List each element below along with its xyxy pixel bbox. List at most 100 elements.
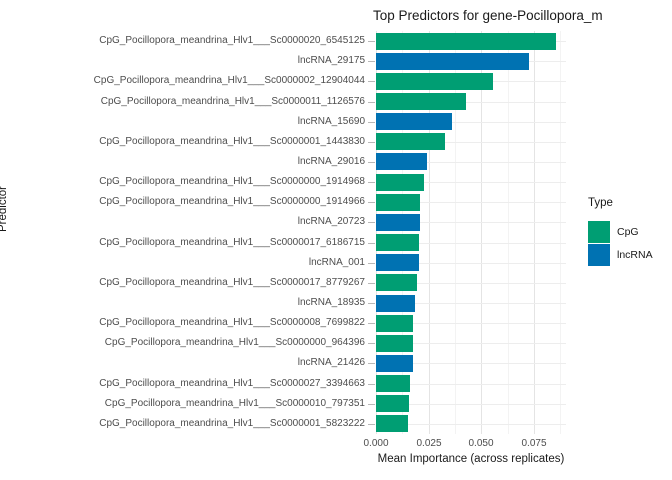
bar-cpg[interactable]: [376, 33, 556, 50]
gridline-major-vertical: [376, 31, 377, 434]
y-axis-title: Predictor: [0, 185, 9, 232]
y-axis-label: CpG_Pocillopora_meandrina_Hlv1___Sc00000…: [99, 378, 365, 389]
y-axis-label: lncRNA_15690: [297, 116, 365, 127]
legend-item-lncrna[interactable]: lncRNA: [588, 243, 653, 266]
gridline-major-horizontal: [376, 222, 566, 223]
y-axis-tick: [368, 263, 375, 264]
y-axis-tick: [368, 222, 375, 223]
bar-cpg[interactable]: [376, 375, 410, 392]
y-axis-tick: [368, 424, 375, 425]
gridline-major-horizontal: [376, 384, 566, 385]
y-axis-tick: [368, 61, 375, 62]
gridline-major-horizontal: [376, 162, 566, 163]
legend: Type CpG lncRNA: [588, 197, 653, 266]
bar-cpg[interactable]: [376, 315, 413, 332]
gridline-minor-vertical: [455, 31, 456, 434]
bar-cpg[interactable]: [376, 415, 408, 432]
y-axis-label: CpG_Pocillopora_meandrina_Hlv1___Sc00000…: [99, 35, 365, 46]
bar-lncrna[interactable]: [376, 113, 452, 130]
gridline-major-vertical: [429, 31, 430, 434]
y-axis-tick: [368, 202, 375, 203]
y-axis-tick: [368, 384, 375, 385]
bar-cpg[interactable]: [376, 335, 413, 352]
gridline-major-horizontal: [376, 102, 566, 103]
bar-cpg[interactable]: [376, 194, 420, 211]
y-axis-tick: [368, 162, 375, 163]
x-axis-title: Mean Importance (across replicates): [377, 453, 565, 465]
y-axis-label: lncRNA_001: [308, 257, 365, 268]
bar-cpg[interactable]: [376, 274, 417, 291]
gridline-major-horizontal: [376, 243, 566, 244]
gridline-minor-vertical: [560, 31, 561, 434]
gridline-major-horizontal: [376, 202, 566, 203]
y-axis-label: lncRNA_18935: [297, 297, 365, 308]
bar-cpg[interactable]: [376, 395, 409, 412]
gridline-major-horizontal: [376, 142, 566, 143]
legend-label: CpG: [617, 225, 639, 238]
y-axis-tick: [368, 303, 375, 304]
gridline-minor-vertical: [402, 31, 403, 434]
x-axis-tick-label: 0.025: [416, 438, 442, 449]
bar-lncrna[interactable]: [376, 53, 529, 70]
gridline-major-horizontal: [376, 182, 566, 183]
y-axis-tick: [368, 343, 375, 344]
legend-item-cpg[interactable]: CpG: [588, 220, 653, 243]
y-axis-label: lncRNA_29016: [297, 156, 365, 167]
legend-key-swatch: [588, 243, 610, 266]
y-axis-label: CpG_Pocillopora_meandrina_Hlv1___Sc00000…: [93, 75, 365, 86]
y-axis-label: CpG_Pocillopora_meandrina_Hlv1___Sc00000…: [100, 96, 365, 107]
bar-lncrna[interactable]: [376, 254, 419, 271]
y-axis-tick: [368, 363, 375, 364]
y-axis-tick: [368, 404, 375, 405]
y-axis-label: CpG_Pocillopora_meandrina_Hlv1___Sc00000…: [104, 337, 365, 348]
bar-lncrna[interactable]: [376, 355, 413, 372]
bar-cpg[interactable]: [376, 174, 424, 191]
y-axis-label: CpG_Pocillopora_meandrina_Hlv1___Sc00000…: [99, 317, 365, 328]
y-axis-tick: [368, 243, 375, 244]
y-axis-label: CpG_Pocillopora_meandrina_Hlv1___Sc00000…: [99, 237, 365, 248]
bar-cpg[interactable]: [376, 133, 445, 150]
gridline-major-horizontal: [376, 263, 566, 264]
y-axis-tick: [368, 142, 375, 143]
y-axis-label: lncRNA_21426: [297, 357, 365, 368]
y-axis-tick: [368, 182, 375, 183]
x-axis-tick-label: 0.000: [363, 438, 389, 449]
y-axis-label: CpG_Pocillopora_meandrina_Hlv1___Sc00000…: [99, 136, 365, 147]
y-axis-label: CpG_Pocillopora_meandrina_Hlv1___Sc00000…: [104, 398, 365, 409]
gridline-major-horizontal: [376, 303, 566, 304]
bar-cpg[interactable]: [376, 93, 466, 110]
gridline-major-horizontal: [376, 363, 566, 364]
bar-cpg[interactable]: [376, 234, 419, 251]
bar-lncrna[interactable]: [376, 153, 427, 170]
gridline-major-horizontal: [376, 424, 566, 425]
gridline-major-horizontal: [376, 404, 566, 405]
y-axis-label: CpG_Pocillopora_meandrina_Hlv1___Sc00000…: [99, 418, 365, 429]
gridline-minor-vertical: [508, 31, 509, 434]
gridline-major-vertical: [534, 31, 535, 434]
gridline-major-horizontal: [376, 122, 566, 123]
legend-items: CpG lncRNA: [588, 220, 653, 266]
y-axis-tick: [368, 122, 375, 123]
gridline-major-horizontal: [376, 283, 566, 284]
gridline-major-horizontal: [376, 323, 566, 324]
legend-label: lncRNA: [617, 248, 653, 261]
y-axis-label: CpG_Pocillopora_meandrina_Hlv1___Sc00000…: [99, 277, 365, 288]
y-axis-label: CpG_Pocillopora_meandrina_Hlv1___Sc00000…: [99, 196, 365, 207]
y-axis-label: lncRNA_29175: [297, 55, 365, 66]
y-axis-tick: [368, 81, 375, 82]
y-axis-tick: [368, 41, 375, 42]
bar-lncrna[interactable]: [376, 295, 415, 312]
x-axis-tick-label: 0.050: [468, 438, 494, 449]
legend-title: Type: [588, 197, 613, 209]
gridline-major-horizontal: [376, 343, 566, 344]
bar-cpg[interactable]: [376, 73, 493, 90]
gridline-major-vertical: [481, 31, 482, 434]
legend-key-swatch: [588, 220, 610, 243]
x-axis-tick-label: 0.075: [521, 438, 547, 449]
bar-lncrna[interactable]: [376, 214, 420, 231]
y-axis-tick: [368, 323, 375, 324]
y-axis-tick: [368, 102, 375, 103]
y-axis-tick: [368, 283, 375, 284]
plot-panel: [376, 31, 566, 434]
